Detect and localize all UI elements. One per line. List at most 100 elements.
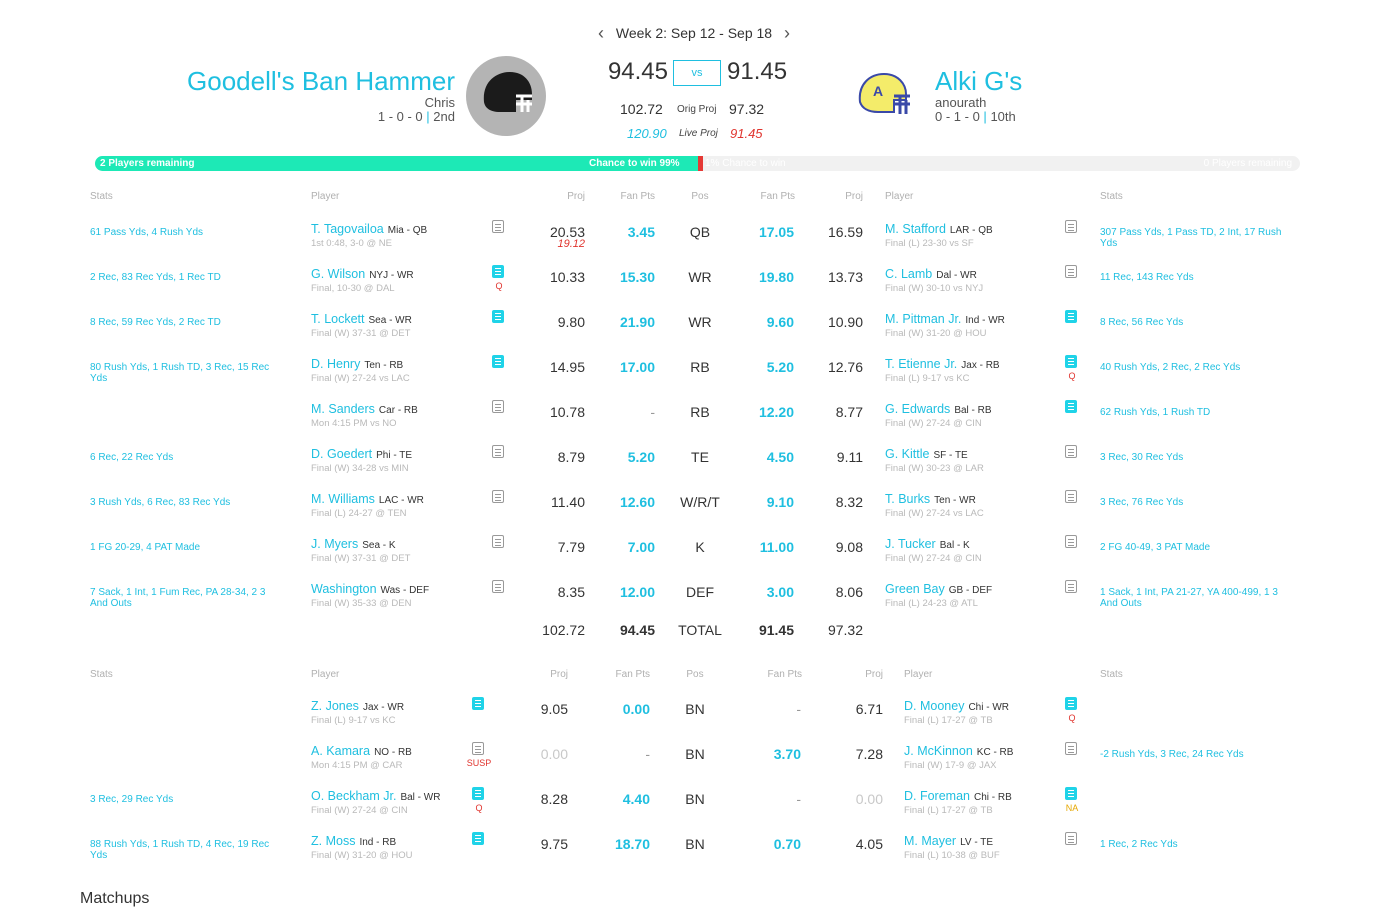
- home-player-name[interactable]: D. Goedert: [311, 447, 373, 461]
- home-player-injury-tag: Q: [475, 803, 483, 813]
- home-player-fan-pts[interactable]: 12.60: [619, 494, 655, 510]
- away-player-fan-pts[interactable]: 9.60: [766, 314, 794, 330]
- chevron-right-icon[interactable]: ›: [784, 22, 790, 43]
- away-player-name[interactable]: C. Lamb: [885, 267, 933, 281]
- home-player-fan-pts[interactable]: -: [650, 404, 655, 420]
- away-player-name[interactable]: Green Bay: [885, 582, 945, 596]
- player-note-icon[interactable]: [472, 832, 484, 845]
- week-label[interactable]: Week 2: Sep 12 - Sep 18: [615, 25, 773, 41]
- away-player: J. Tucker Bal - K Final (W) 27-24 @ CIN: [885, 535, 982, 564]
- away-player-name[interactable]: T. Etienne Jr.: [885, 357, 958, 371]
- home-player-fan-pts[interactable]: 5.20: [627, 449, 655, 465]
- away-player-name[interactable]: M. Mayer: [904, 834, 957, 848]
- home-player-fan-pts[interactable]: 18.70: [614, 836, 650, 852]
- home-player-fan-pts[interactable]: 4.40: [622, 791, 650, 807]
- home-player-name[interactable]: Z. Jones: [311, 699, 359, 713]
- player-note-icon[interactable]: [492, 265, 504, 278]
- home-player-proj: 10.78: [549, 404, 585, 420]
- player-note-icon[interactable]: [492, 445, 504, 458]
- away-score: 91.45: [727, 58, 788, 85]
- away-team-name[interactable]: Alki G's: [935, 66, 1023, 96]
- player-note-icon[interactable]: [1065, 310, 1077, 323]
- away-player-game-status: Final (L) 24-23 @ ATL: [885, 598, 978, 609]
- player-note-icon[interactable]: [492, 400, 504, 413]
- home-player-name[interactable]: Washington: [311, 582, 377, 596]
- away-team-logo: A: [856, 66, 916, 126]
- home-player-name[interactable]: Z. Moss: [311, 834, 356, 848]
- away-player-fan-pts[interactable]: 0.70: [773, 836, 801, 852]
- away-player-fan-pts[interactable]: 3.00: [766, 584, 794, 600]
- player-note-icon[interactable]: [492, 220, 504, 233]
- player-note-icon[interactable]: [492, 535, 504, 548]
- home-player-fan-pts[interactable]: 0.00: [622, 701, 650, 717]
- player-note-icon[interactable]: [1065, 400, 1077, 413]
- home-player-name[interactable]: T. Lockett: [311, 312, 365, 326]
- header-stats: Stats: [1100, 669, 1123, 680]
- player-note-icon[interactable]: [492, 580, 504, 593]
- home-player-name[interactable]: G. Wilson: [311, 267, 366, 281]
- away-player-name[interactable]: J. Tucker: [885, 537, 936, 551]
- player-note-icon[interactable]: [472, 742, 484, 755]
- home-player-name[interactable]: M. Williams: [311, 492, 375, 506]
- player-note-icon[interactable]: [1065, 697, 1077, 710]
- away-player-fan-pts[interactable]: -: [796, 701, 801, 717]
- away-player-fan-pts[interactable]: 12.20: [758, 404, 794, 420]
- home-player-name[interactable]: O. Beckham Jr.: [311, 789, 397, 803]
- home-player-fan-pts[interactable]: 12.00: [619, 584, 655, 600]
- header-pos: Pos: [691, 191, 709, 202]
- home-player-fan-pts[interactable]: 21.90: [619, 314, 655, 330]
- home-player-name[interactable]: T. Tagovailoa: [311, 222, 384, 236]
- away-player-proj: 8.77: [835, 404, 863, 420]
- away-live-proj: 91.45: [730, 126, 763, 141]
- away-player-fan-pts[interactable]: 17.05: [758, 224, 794, 240]
- away-player-name[interactable]: M. Stafford: [885, 222, 946, 236]
- player-note-icon[interactable]: [1065, 355, 1077, 368]
- home-player-team-pos: Car - RB: [378, 405, 418, 416]
- player-note-icon[interactable]: [1065, 832, 1077, 845]
- away-player-fan-pts[interactable]: 3.70: [773, 746, 801, 762]
- player-note-icon[interactable]: [472, 697, 484, 710]
- home-player-game-status: Final (W) 37-31 @ DET: [311, 553, 411, 564]
- away-player-fan-pts[interactable]: 19.80: [758, 269, 794, 285]
- away-player-fan-pts[interactable]: 4.50: [766, 449, 794, 465]
- home-player-stats: 7 Sack, 1 Int, 1 Fum Rec, PA 28-34, 2 3 …: [90, 587, 266, 609]
- player-note-icon[interactable]: [472, 787, 484, 800]
- home-player-fan-pts[interactable]: 3.45: [627, 224, 655, 240]
- home-player-fan-pts[interactable]: 7.00: [627, 539, 655, 555]
- player-note-icon[interactable]: [1065, 580, 1077, 593]
- player-note-icon[interactable]: [1065, 787, 1077, 800]
- away-player-fan-pts[interactable]: 11.00: [759, 539, 794, 555]
- player-note-icon[interactable]: [1065, 490, 1077, 503]
- home-player-fan-pts[interactable]: 15.30: [619, 269, 655, 285]
- home-player-name[interactable]: J. Myers: [311, 537, 359, 551]
- home-player-fan-pts[interactable]: -: [645, 746, 650, 762]
- away-player-fan-pts[interactable]: -: [796, 791, 801, 807]
- home-player-name[interactable]: A. Kamara: [311, 744, 371, 758]
- player-note-icon[interactable]: [1065, 742, 1077, 755]
- away-player-name[interactable]: D. Foreman: [904, 789, 970, 803]
- home-team-name[interactable]: Goodell's Ban Hammer: [187, 66, 455, 96]
- player-note-icon[interactable]: [1065, 535, 1077, 548]
- away-player-name[interactable]: D. Mooney: [904, 699, 965, 713]
- away-player-proj: 8.32: [835, 494, 863, 510]
- player-note-icon[interactable]: [1065, 445, 1077, 458]
- player-note-icon[interactable]: [1065, 265, 1077, 278]
- away-player-name[interactable]: M. Pittman Jr.: [885, 312, 962, 326]
- chevron-left-icon[interactable]: ‹: [598, 22, 604, 43]
- away-player-name[interactable]: G. Kittle: [885, 447, 930, 461]
- player-note-icon[interactable]: [492, 310, 504, 323]
- away-player-name[interactable]: T. Burks: [885, 492, 931, 506]
- home-player-name[interactable]: D. Henry: [311, 357, 361, 371]
- away-player-name[interactable]: G. Edwards: [885, 402, 951, 416]
- away-player-name[interactable]: J. McKinnon: [904, 744, 973, 758]
- home-player-stats: 6 Rec, 22 Rec Yds: [90, 452, 174, 463]
- away-player-fan-pts[interactable]: 9.10: [766, 494, 794, 510]
- home-team-logo: [466, 56, 546, 136]
- player-note-icon[interactable]: [492, 490, 504, 503]
- away-player-game-status: Final (W) 30-23 @ LAR: [885, 463, 984, 474]
- player-note-icon[interactable]: [1065, 220, 1077, 233]
- away-player-fan-pts[interactable]: 5.20: [766, 359, 794, 375]
- home-player-name[interactable]: M. Sanders: [311, 402, 375, 416]
- player-note-icon[interactable]: [492, 355, 504, 368]
- home-player-fan-pts[interactable]: 17.00: [619, 359, 655, 375]
